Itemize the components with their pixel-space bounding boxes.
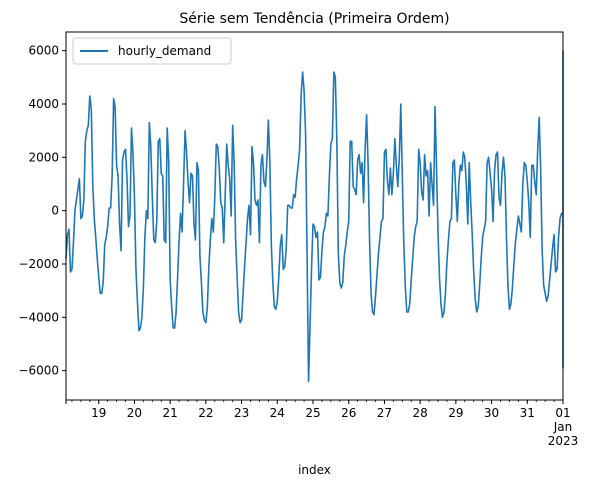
x-tick-label: 28 [413,406,428,420]
y-tick-label: 2000 [28,150,59,164]
x-tick-label: 31 [520,406,535,420]
plot-frame [65,31,564,401]
y-tick-label: −4000 [18,310,59,324]
y-tick-label: 6000 [28,44,59,58]
legend-box [72,37,232,65]
x-tick-label: 30 [484,406,499,420]
x-tick-label: 19 [91,406,106,420]
y-axis: −6000 −4000 −2000 0 2000 4000 6000 [18,44,66,378]
plot-area [65,49,564,383]
chart-title: Série sem Tendência (Primeira Ordem) [179,11,449,27]
y-tick-label: −2000 [18,257,59,271]
x-tick-label: 20 [127,406,142,420]
x-tick-label: 25 [305,406,320,420]
x-tick-label: 24 [270,406,285,420]
x-tick-label: 23 [234,406,249,420]
legend: hourly_demand [72,37,232,65]
x-tick-label: 27 [377,406,392,420]
y-tick-label: −6000 [18,364,59,378]
y-tick-label: 4000 [28,97,59,111]
x-tick-label: 29 [448,406,463,420]
x-axis-label: index [298,463,331,477]
y-tick-label: 0 [51,204,59,218]
x-tick-label: 26 [341,406,356,420]
x-tick-label: 01 Jan 2023 [548,406,579,448]
series-line-0 [65,49,564,383]
x-axis: 19 20 21 22 23 24 25 26 27 28 29 30 31 01 Jan 2023 [65,400,579,448]
legend-label: hourly_demand [118,44,211,58]
x-tick-label: 21 [163,406,178,420]
x-tick-label: 22 [198,406,213,420]
